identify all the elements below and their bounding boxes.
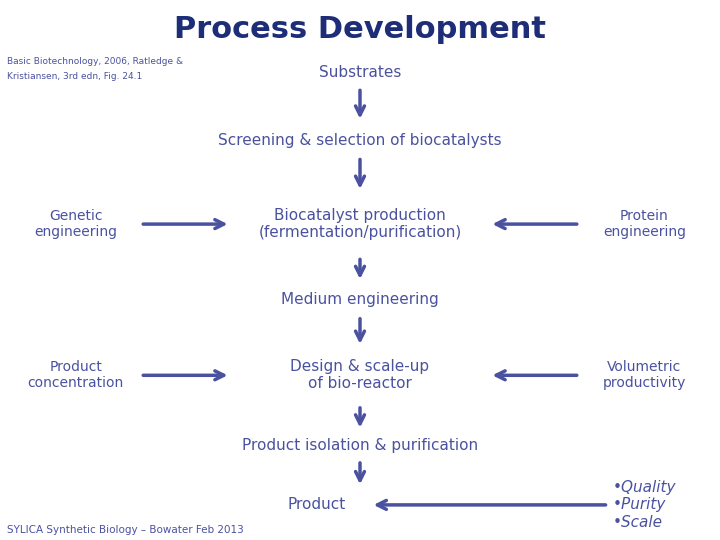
- Text: SYLICA Synthetic Biology – Bowater Feb 2013: SYLICA Synthetic Biology – Bowater Feb 2…: [7, 524, 244, 535]
- Text: Product
concentration: Product concentration: [27, 360, 124, 390]
- Text: Substrates: Substrates: [319, 65, 401, 80]
- Text: Genetic
engineering: Genetic engineering: [34, 209, 117, 239]
- Text: Basic Biotechnology, 2006, Ratledge &: Basic Biotechnology, 2006, Ratledge &: [7, 57, 184, 66]
- Text: Kristiansen, 3rd edn, Fig. 24.1: Kristiansen, 3rd edn, Fig. 24.1: [7, 72, 143, 81]
- Text: Product isolation & purification: Product isolation & purification: [242, 438, 478, 453]
- Text: Protein
engineering: Protein engineering: [603, 209, 686, 239]
- Text: •Quality
•Purity
•Scale: •Quality •Purity •Scale: [613, 480, 676, 530]
- Text: Volumetric
productivity: Volumetric productivity: [603, 360, 686, 390]
- Text: Process Development: Process Development: [174, 15, 546, 44]
- Text: Medium engineering: Medium engineering: [281, 292, 439, 307]
- Text: Design & scale-up
of bio-reactor: Design & scale-up of bio-reactor: [290, 359, 430, 392]
- Text: Biocatalyst production
(fermentation/purification): Biocatalyst production (fermentation/pur…: [258, 208, 462, 240]
- Text: Screening & selection of biocatalysts: Screening & selection of biocatalysts: [218, 133, 502, 148]
- Text: Product: Product: [288, 497, 346, 512]
